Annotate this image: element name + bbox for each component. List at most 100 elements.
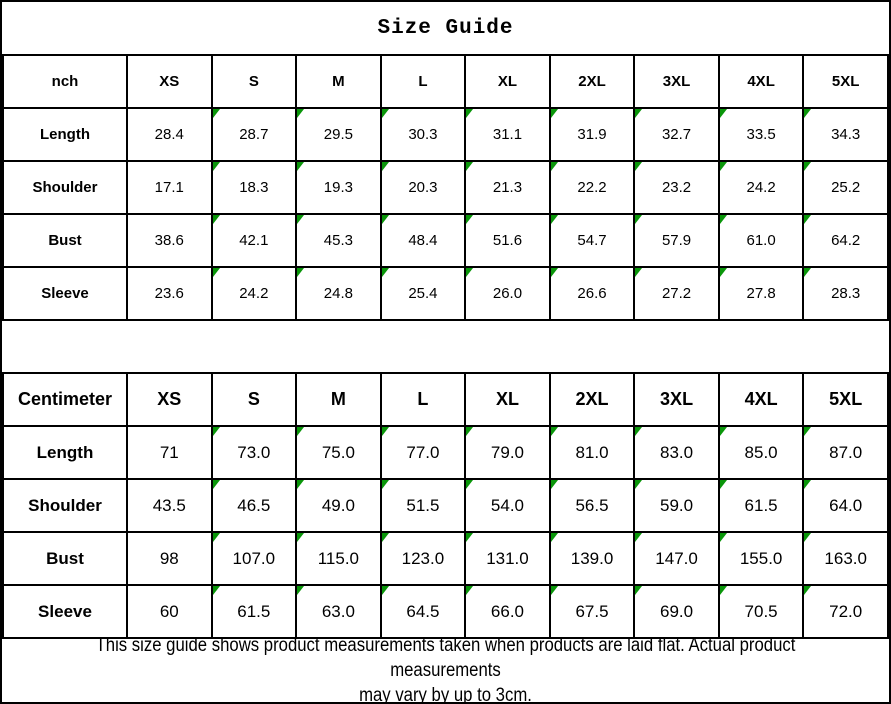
cell-value: 24.2: [239, 285, 269, 302]
inch-row-label-length: Length: [2, 107, 128, 162]
cm-size-header-xl: XL: [464, 372, 551, 427]
cell-value: 61.5: [744, 495, 778, 515]
cell-value: 20.3: [408, 179, 438, 196]
cell-flag-triangle-icon: [805, 587, 812, 595]
cm-value-cell: 49.0: [295, 478, 382, 533]
cell-value: 26.0: [492, 285, 523, 302]
cell-flag-triangle-icon: [720, 481, 727, 489]
cm-value-cell: 56.5: [548, 478, 636, 533]
cm-value-cell: 139.0: [548, 531, 636, 586]
inch-value-cell: 17.1: [126, 160, 213, 215]
cell-value: 147.0: [655, 548, 698, 568]
cm-value-cell: 147.0: [633, 531, 720, 586]
cm-value-cell: 98: [126, 531, 213, 586]
cell-flag-triangle-icon: [551, 269, 558, 277]
cell-value: 66.0: [490, 601, 524, 621]
cell-flag-triangle-icon: [382, 269, 389, 277]
cell-value: 31.1: [492, 126, 523, 143]
cell-value: 59.0: [660, 495, 694, 515]
cell-value: 29.5: [323, 126, 353, 143]
cm-value-cell: 73.0: [210, 425, 298, 480]
cm-value-cell: 77.0: [379, 425, 467, 480]
cell-flag-triangle-icon: [805, 481, 812, 489]
cm-value-cell: 67.5: [548, 584, 636, 639]
inch-unit-header-cell: nch: [2, 54, 128, 109]
cell-flag-triangle-icon: [551, 481, 558, 489]
cell-value: 19.3: [323, 179, 353, 196]
cell-flag-triangle-icon: [805, 269, 812, 277]
cell-flag-triangle-icon: [467, 110, 474, 118]
cell-value: 163.0: [824, 548, 867, 568]
cell-flag-triangle-icon: [720, 587, 727, 595]
cell-value: 87.0: [829, 442, 863, 462]
inch-value-cell: 64.2: [802, 213, 889, 268]
inch-value-cell: 57.9: [633, 213, 720, 268]
cell-value: 21.3: [492, 179, 523, 196]
cell-value: 45.3: [323, 232, 353, 249]
cm-row-shoulder: Shoulder 43.5 46.5 49.0 51.5 54.0 56.5 59.0 61.5…: [2, 478, 889, 533]
spacer-cell: [3, 319, 888, 374]
inch-size-header-4xl: 4XL: [717, 54, 805, 109]
cm-size-header-xs: XS: [126, 372, 213, 427]
cell-flag-triangle-icon: [636, 216, 643, 224]
inch-size-header-l: L: [379, 54, 467, 109]
cell-value: 51.6: [492, 232, 523, 249]
cell-value: 49.0: [321, 495, 355, 515]
cell-value: 75.0: [321, 442, 355, 462]
inch-size-header-3xl: 3XL: [633, 54, 720, 109]
cm-size-header-4xl: 4XL: [717, 372, 805, 427]
inch-row-length: Length 28.4 28.7 29.5 30.3 31.1 31.9 32.7 33.5 34…: [2, 107, 889, 162]
inch-value-cell: 42.1: [210, 213, 298, 268]
inch-row-shoulder: Shoulder 17.1 18.3 19.3 20.3 21.3 22.2 23.2 24.2…: [2, 160, 889, 215]
cell-flag-triangle-icon: [298, 481, 305, 489]
cell-value: 18.3: [239, 179, 269, 196]
cell-value: 25.4: [408, 285, 438, 302]
inch-size-header-xl: XL: [464, 54, 551, 109]
cell-flag-triangle-icon: [551, 110, 558, 118]
cell-value: 24.8: [323, 285, 353, 302]
cell-flag-triangle-icon: [551, 163, 558, 171]
cm-value-cell: 85.0: [717, 425, 805, 480]
cm-value-cell: 43.5: [126, 478, 213, 533]
cell-value: 51.5: [406, 495, 440, 515]
cell-value: 28.4: [154, 126, 184, 143]
cm-value-cell: 131.0: [464, 531, 551, 586]
cell-value: 33.5: [746, 126, 776, 143]
cell-value: 155.0: [739, 548, 783, 568]
cell-flag-triangle-icon: [720, 534, 727, 542]
inch-value-cell: 20.3: [379, 160, 467, 215]
cell-value: 27.8: [746, 285, 776, 302]
cm-value-cell: 54.0: [464, 478, 551, 533]
cell-value: 77.0: [406, 442, 440, 462]
cm-value-cell: 81.0: [548, 425, 636, 480]
inch-value-cell: 27.8: [717, 266, 805, 321]
inch-value-cell: 28.7: [210, 107, 298, 162]
inch-value-cell: 31.1: [464, 107, 551, 162]
inch-row-label-sleeve: Sleeve: [2, 266, 128, 321]
cell-flag-triangle-icon: [382, 534, 389, 542]
cm-value-cell: 107.0: [210, 531, 298, 586]
cm-value-cell: 66.0: [464, 584, 551, 639]
cm-size-header-5xl: 5XL: [802, 372, 889, 427]
cell-value: 63.0: [321, 601, 355, 621]
cell-value: 79.0: [490, 442, 524, 462]
cell-value: 54.0: [490, 495, 524, 515]
cell-value: 60: [159, 601, 179, 621]
cm-value-cell: 69.0: [633, 584, 720, 639]
cell-flag-triangle-icon: [382, 110, 389, 118]
cell-value: 27.2: [661, 285, 692, 302]
inch-value-cell: 31.9: [548, 107, 636, 162]
cm-value-cell: 64.0: [802, 478, 889, 533]
cell-flag-triangle-icon: [636, 481, 643, 489]
cell-flag-triangle-icon: [213, 428, 220, 436]
inch-value-cell: 51.6: [464, 213, 551, 268]
inch-value-cell: 23.6: [126, 266, 213, 321]
cell-value: 32.7: [661, 126, 692, 143]
inch-value-cell: 25.2: [802, 160, 889, 215]
cm-value-cell: 163.0: [802, 531, 889, 586]
cell-value: 85.0: [744, 442, 778, 462]
cell-value: 70.5: [744, 601, 778, 621]
cell-value: 69.0: [660, 601, 694, 621]
cell-flag-triangle-icon: [805, 534, 812, 542]
cell-value: 61.5: [237, 601, 271, 621]
